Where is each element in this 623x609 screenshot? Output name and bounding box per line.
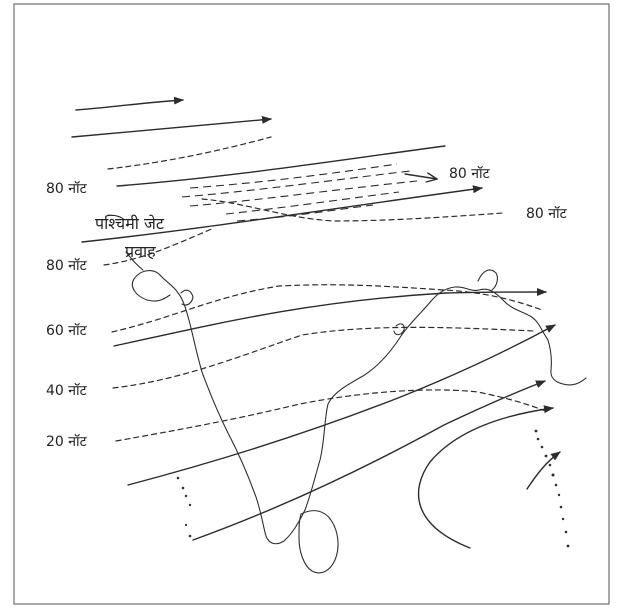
label-80-right-top: 80 नॉट (449, 165, 491, 182)
jet-hatch-band (181, 163, 418, 222)
himalaya-boundary-top (477, 269, 498, 291)
isotach-dashed-top (107, 136, 272, 170)
flow-arrow-top-2 (71, 115, 272, 138)
isotach-dashed-60-arc (111, 284, 543, 333)
map-frame (13, 3, 610, 605)
sri-lanka-outline (298, 510, 339, 574)
label-20: 20 नॉट (46, 433, 88, 450)
label-60: 60 नॉट (46, 322, 88, 339)
myanmar-coast (547, 339, 587, 386)
kutch-inset (180, 289, 194, 306)
jet-core-open-arrow (404, 174, 437, 179)
bangladesh-coast (454, 286, 549, 341)
label-80-right-mid: 80 नॉट (526, 205, 568, 222)
east-coast-notch (393, 323, 405, 336)
flow-arrow-lower-3 (192, 380, 546, 541)
jet-stream-label-line1: पश्चिमी जेट (95, 214, 165, 233)
isotach-dashed-80-left (103, 227, 215, 266)
flow-arrow-curve-right (417, 405, 554, 549)
jet-stream-label-line2: प्रवाह (125, 242, 156, 261)
gujarat-coast (131, 278, 171, 302)
india-east-coast (304, 286, 456, 511)
jet-core-upper-line (116, 145, 446, 187)
label-40: 40 नॉट (46, 382, 88, 399)
flow-arrow-lower-2 (127, 324, 556, 486)
isotach-dashed-80-right (201, 198, 504, 222)
pakistan-coast (125, 251, 144, 271)
flow-arrow-east-1 (526, 451, 561, 490)
lakshadweep-islands (176, 476, 192, 538)
andaman-islands (534, 429, 570, 548)
flow-arrow-lower-1 (113, 288, 547, 347)
flow-arrow-top-1 (75, 96, 184, 111)
label-80-left-top: 80 नॉट (46, 180, 88, 197)
isotach-dashed-40-arc (112, 326, 535, 389)
label-80-left-mid: 80 नॉट (46, 257, 88, 274)
india-west-coast (133, 270, 306, 545)
